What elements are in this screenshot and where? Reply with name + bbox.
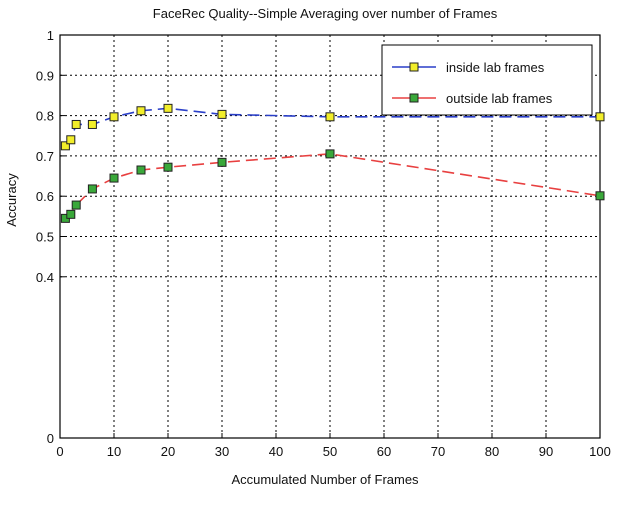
data-point-marker (217, 157, 227, 167)
y-tick-label: 0.6 (36, 189, 54, 204)
data-point-marker (163, 103, 173, 113)
series-line (64, 153, 601, 220)
legend-label-inside: inside lab frames (446, 60, 545, 75)
data-point-marker (66, 135, 76, 145)
y-tick-label: 1 (47, 28, 54, 43)
data-point-marker (109, 173, 119, 183)
data-point-marker (325, 112, 335, 122)
y-tick-label: 0.4 (36, 270, 54, 285)
data-point-marker (87, 119, 97, 129)
data-point-marker (60, 141, 70, 151)
chart-title: FaceRec Quality--Simple Averaging over n… (153, 6, 498, 21)
data-point-marker (71, 119, 81, 129)
x-tick-label: 70 (431, 444, 445, 459)
x-tick-label: 10 (107, 444, 121, 459)
series-line (64, 107, 600, 147)
y-tick-label: 0 (47, 431, 54, 446)
x-tick-label: 50 (323, 444, 337, 459)
data-point-marker (136, 106, 146, 116)
data-point-marker (109, 112, 119, 122)
data-point-marker (71, 200, 81, 210)
x-tick-label: 90 (539, 444, 553, 459)
data-point-marker (595, 112, 605, 122)
x-tick-label: 0 (56, 444, 63, 459)
data-point-marker (163, 162, 173, 172)
legend-marker-inside (409, 62, 419, 72)
y-tick-label: 0.8 (36, 109, 54, 124)
y-tick-label: 0.9 (36, 68, 54, 83)
data-point-marker (325, 149, 335, 159)
data-point-marker (87, 184, 97, 194)
x-tick-label: 20 (161, 444, 175, 459)
x-axis-ticks: 0 10 20 30 40 50 60 70 80 90 100 (56, 433, 611, 459)
y-axis-ticks: 0 0.4 0.5 0.6 0.7 0.8 0.9 1 (36, 28, 65, 446)
data-point-marker (136, 165, 146, 175)
legend-label-outside: outside lab frames (446, 91, 553, 106)
data-point-marker (217, 109, 227, 119)
legend-box (381, 44, 593, 116)
x-tick-label: 60 (377, 444, 391, 459)
x-axis-label: Accumulated Number of Frames (231, 472, 419, 487)
y-tick-label: 0.7 (36, 149, 54, 164)
x-tick-label: 30 (215, 444, 229, 459)
data-point-marker (595, 191, 605, 201)
x-tick-label: 80 (485, 444, 499, 459)
y-tick-label: 0.5 (36, 230, 54, 245)
data-point-marker (66, 209, 76, 219)
series-inside-lab-frames (60, 103, 605, 151)
plot-frame (59, 34, 601, 439)
x-tick-label: 100 (589, 444, 611, 459)
series-outside-lab-frames (60, 149, 605, 223)
legend: inside lab frames outside lab frames (381, 44, 593, 116)
x-tick-label: 40 (269, 444, 283, 459)
data-series (60, 103, 605, 223)
y-axis-label: Accuracy (4, 173, 19, 227)
legend-marker-outside (409, 93, 419, 103)
